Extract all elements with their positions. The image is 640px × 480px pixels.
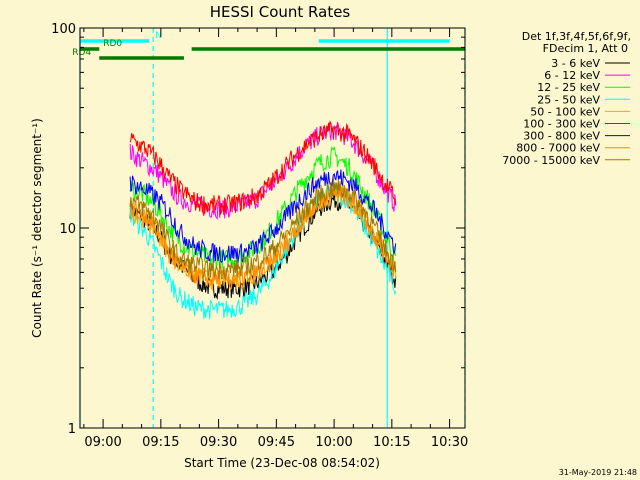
y-tick-label-1: 10 [59, 222, 76, 237]
flag-label-2: RD4 [72, 48, 91, 58]
x-tick-label-2: 09:30 [200, 435, 237, 450]
legend-label-7: 800 - 7000 keV [516, 142, 600, 155]
y-axis-ticks: 1 10 100 [51, 22, 465, 437]
plot-content: N RD0 RD4 [72, 28, 466, 428]
legend-label-3: 25 - 50 keV [537, 93, 600, 106]
legend-label-1: 6 - 12 keV [544, 69, 600, 82]
legend-label-0: 3 - 6 keV [551, 57, 600, 70]
chart-title: HESSI Count Rates [210, 3, 351, 21]
x-tick-label-3: 09:45 [258, 435, 295, 450]
series-lines [129, 120, 397, 320]
series-line-8 [129, 177, 397, 281]
series-line-5 [129, 120, 397, 216]
legend-label-2: 12 - 25 keV [537, 81, 600, 94]
x-tick-label-0: 09:00 [84, 435, 121, 450]
legend-label-5: 100 - 300 keV [523, 118, 600, 131]
legend-header-line-2: FDecim 1, Att 0 [543, 42, 628, 55]
series-line-1 [129, 121, 397, 220]
legend-label-8: 7000 - 15000 keV [502, 154, 600, 167]
y-tick-label-2: 100 [51, 22, 76, 37]
x-tick-label-6: 10:30 [431, 435, 468, 450]
flag-bars: N RD0 RD4 [72, 31, 465, 60]
x-tick-label-4: 10:00 [315, 435, 352, 450]
flag-label-1: RD0 [103, 39, 122, 49]
y-tick-label-0: 1 [68, 422, 76, 437]
x-tick-label-1: 09:15 [142, 435, 179, 450]
series-line-2 [129, 145, 397, 269]
legend-label-6: 300 - 800 keV [523, 130, 600, 143]
x-axis-ticks: 09:00 09:15 09:30 09:45 10:00 10:15 10:30 [83, 28, 468, 450]
x-tick-label-5: 10:15 [373, 435, 410, 450]
series-line-6 [129, 169, 397, 264]
legend-header-line-1: Det 1f,3f,4f,5f,6f,9f, [522, 30, 631, 43]
legend: Det 1f,3f,4f,5f,6f,9f, FDecim 1, Att 0 3… [502, 30, 631, 167]
y-axis-label: Count Rate (s⁻¹ detector segment⁻¹) [30, 118, 44, 338]
flag-label-0: N [155, 31, 162, 41]
legend-label-4: 50 - 100 keV [530, 105, 600, 118]
x-axis-label: Start Time (23-Dec-08 08:54:02) [184, 456, 380, 470]
footer-date: 31-May-2019 21:48 [559, 468, 637, 477]
